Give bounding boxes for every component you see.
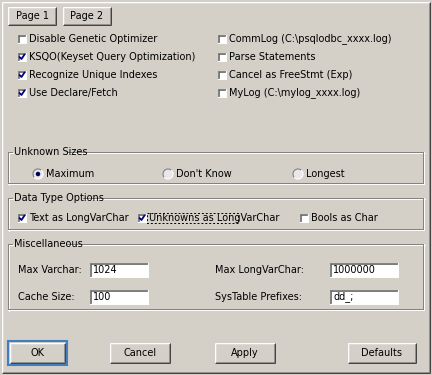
Bar — [300, 214, 308, 222]
Text: Use Declare/Fetch: Use Declare/Fetch — [29, 88, 118, 98]
Circle shape — [36, 172, 40, 176]
Bar — [18, 89, 26, 97]
Text: MyLog (C:\mylog_xxxx.log): MyLog (C:\mylog_xxxx.log) — [229, 87, 360, 99]
Text: Data Type Options: Data Type Options — [14, 193, 104, 203]
Bar — [110, 343, 170, 363]
Bar — [8, 7, 56, 25]
Bar — [18, 71, 26, 79]
Text: Miscellaneous: Miscellaneous — [14, 239, 83, 249]
Circle shape — [33, 169, 43, 179]
Text: Cache Size:: Cache Size: — [18, 292, 75, 302]
Bar — [90, 263, 148, 277]
Text: Text as LongVarChar: Text as LongVarChar — [29, 213, 129, 223]
Text: OK: OK — [31, 348, 44, 358]
Bar — [218, 35, 226, 43]
Text: Disable Genetic Optimizer: Disable Genetic Optimizer — [29, 34, 157, 44]
Bar — [18, 53, 26, 61]
Text: 1000000: 1000000 — [333, 265, 376, 275]
Bar — [330, 290, 398, 304]
Bar — [348, 343, 416, 363]
Text: SysTable Prefixes:: SysTable Prefixes: — [215, 292, 302, 302]
Bar — [63, 7, 111, 25]
Circle shape — [293, 169, 303, 179]
Bar — [10, 343, 65, 363]
Bar — [215, 343, 275, 363]
Text: CommLog (C:\psqlodbc_xxxx.log): CommLog (C:\psqlodbc_xxxx.log) — [229, 33, 391, 45]
Text: 1024: 1024 — [93, 265, 118, 275]
Bar — [18, 35, 26, 43]
Text: Page 1: Page 1 — [16, 11, 48, 21]
Text: KSQO(Keyset Query Optimization): KSQO(Keyset Query Optimization) — [29, 52, 195, 62]
Text: Don't Know: Don't Know — [176, 169, 232, 179]
Text: Parse Statements: Parse Statements — [229, 52, 315, 62]
Bar — [138, 214, 146, 222]
Bar — [330, 263, 398, 277]
Text: Cancel: Cancel — [124, 348, 156, 358]
Text: 100: 100 — [93, 292, 111, 302]
Text: Longest: Longest — [306, 169, 345, 179]
Text: Cancel as FreeStmt (Exp): Cancel as FreeStmt (Exp) — [229, 70, 353, 80]
Text: Max LongVarChar:: Max LongVarChar: — [215, 265, 304, 275]
Bar — [218, 53, 226, 61]
Bar — [147, 213, 238, 223]
Text: Defaults: Defaults — [362, 348, 403, 358]
Bar — [8, 341, 67, 365]
Text: Maximum: Maximum — [46, 169, 94, 179]
Circle shape — [163, 169, 173, 179]
Text: Unknown Sizes: Unknown Sizes — [14, 147, 88, 157]
Text: Unknowns as LongVarChar: Unknowns as LongVarChar — [149, 213, 280, 223]
Bar — [18, 214, 26, 222]
Text: Apply: Apply — [231, 348, 259, 358]
Text: Bools as Char: Bools as Char — [311, 213, 378, 223]
Bar — [90, 290, 148, 304]
Text: Recognize Unique Indexes: Recognize Unique Indexes — [29, 70, 157, 80]
Text: Max Varchar:: Max Varchar: — [18, 265, 82, 275]
Bar — [218, 71, 226, 79]
Text: Page 2: Page 2 — [70, 11, 104, 21]
Text: dd_;: dd_; — [333, 291, 353, 303]
Bar — [218, 89, 226, 97]
